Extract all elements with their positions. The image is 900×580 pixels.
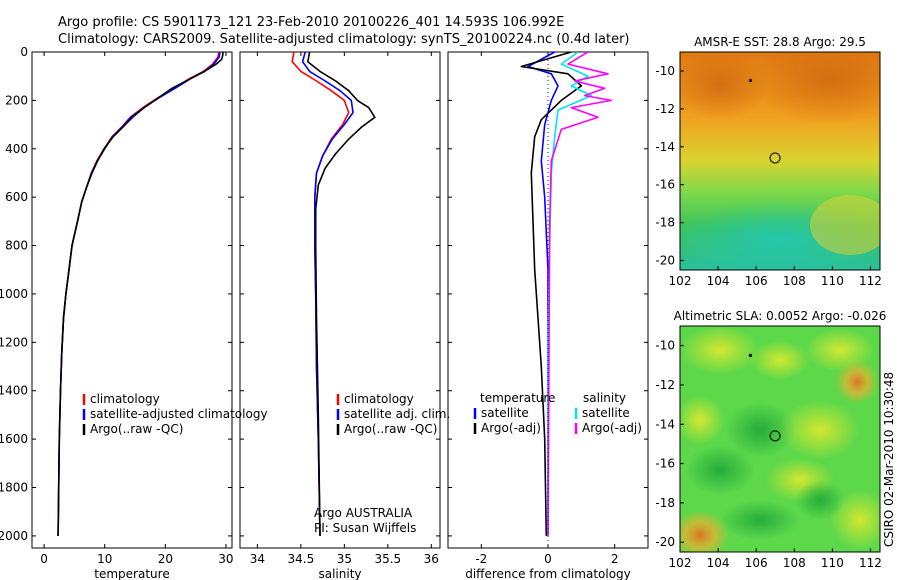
sla-map-image [680, 326, 880, 552]
sst-map-ytick-label: -12 [655, 102, 675, 116]
temperature-legend-label: satellite-adjusted climatology [90, 407, 268, 421]
sst-map-ytick-label: -10 [655, 64, 675, 78]
salinity-series-line [301, 52, 354, 536]
sst-map-title: AMSR-E SST: 28.8 Argo: 29.5 [694, 35, 866, 49]
temperature-xlabel: temperature [94, 567, 169, 580]
temperature-frame [31, 51, 233, 549]
difference-legend-heading-salinity: salinity [583, 391, 626, 405]
temperature-ytick-label: 400 [5, 142, 28, 156]
difference-temp-legend-label: Argo(-adj) [481, 421, 541, 435]
temperature-ytick-label: 1200 [0, 335, 28, 349]
temperature-series-line [57, 52, 224, 536]
difference-xlabel: difference from climatology [465, 567, 631, 580]
salinity-legend-label: climatology [344, 392, 414, 406]
header-line-1: Argo profile: CS 5901173_121 23-Feb-2010… [58, 15, 564, 30]
temperature-ytick-label: 2000 [0, 529, 28, 543]
header-line-2: Climatology: CARS2009. Satellite-adjuste… [58, 32, 630, 47]
difference-legend-heading-temperature: temperature [480, 391, 555, 405]
difference-sal-legend-label: satellite [582, 406, 630, 420]
salinity-frame [239, 51, 441, 549]
salinity-series-line [291, 52, 350, 536]
sst-map-frame [679, 51, 881, 271]
sla-map-ytick-label: -14 [655, 417, 675, 431]
difference-xtick-label: -2 [475, 552, 487, 566]
sla-map-title: Altimetric SLA: 0.0052 Argo: -0.026 [674, 309, 887, 323]
sla-map-frame [679, 325, 881, 553]
salinity-series-group [291, 52, 376, 536]
sla-map-track-point [748, 353, 753, 358]
sla-map-ytick-label: -10 [655, 339, 675, 353]
temperature-ytick-label: 0 [20, 45, 28, 59]
sla-map-ytick-label: -16 [655, 457, 675, 471]
difference-series-line [527, 52, 559, 536]
salinity-xtick-label: 35 [337, 552, 352, 566]
temperature-panel: 0 10 20 30 0 200 400 600 800 1000 1200 1400 1600 1800… [0, 45, 268, 580]
sst-map-ytick-label: -14 [655, 140, 675, 154]
sla-map-xtick-label: 102 [669, 556, 692, 570]
sst-map-argo-marker [769, 152, 781, 164]
temperature-ytick-label: 200 [5, 93, 28, 107]
sst-map-xtick-label: 112 [859, 274, 882, 288]
temperature-ytick-label: 1400 [0, 384, 28, 398]
temperature-xtick-label: 30 [218, 552, 233, 566]
temperature-xtick-label: 10 [97, 552, 112, 566]
salinity-xtick-label: 34 [250, 552, 265, 566]
sla-map-argo-marker [769, 430, 781, 442]
sla-map-panel: Altimetric SLA: 0.0052 Argo: -0.026 102 10… [655, 309, 886, 570]
sst-map-track-point [748, 78, 753, 83]
salinity-legend-label: Argo(..raw -QC) [344, 422, 437, 436]
temperature-xtick-label: 20 [158, 552, 173, 566]
temperature-ytick-label: 600 [5, 190, 28, 204]
salinity-xtick-label: 36 [424, 552, 439, 566]
sla-map-xtick-label: 110 [821, 556, 844, 570]
salinity-xtick-label: 34.5 [288, 552, 315, 566]
sst-map-xtick-label: 104 [707, 274, 730, 288]
temperature-ytick-label: 1000 [0, 287, 28, 301]
sla-map-ytick-label: -12 [655, 378, 675, 392]
salinity-annotation: PI: Susan Wijffels [314, 521, 416, 535]
temperature-legend-label: climatology [90, 392, 160, 406]
sst-map-xtick-label: 106 [745, 274, 768, 288]
sst-map-xtick-label: 102 [669, 274, 692, 288]
temperature-series-line [57, 52, 221, 536]
salinity-panel: 34 34.5 35 35.5 36 salinity climatologysatelli… [239, 51, 450, 580]
temperature-xtick-label: 0 [40, 552, 48, 566]
salinity-annotation: Argo AUSTRALIA [314, 506, 413, 520]
salinity-xlabel: salinity [318, 567, 361, 580]
temperature-ytick-label: 800 [5, 239, 28, 253]
credit-text: CSIRO 02-Mar-2010 10:30:48 [882, 372, 896, 547]
difference-series-line [547, 52, 613, 536]
sla-map-xtick-label: 108 [783, 556, 806, 570]
sla-map-ytick-label: -18 [655, 496, 675, 510]
sst-map-xtick-label: 108 [783, 274, 806, 288]
sst-map-panel: AMSR-E SST: 28.8 Argo: 29.5 102 104 106 108 1… [655, 35, 882, 288]
sst-map-image [680, 52, 880, 270]
temperature-series-group [57, 52, 224, 536]
difference-xtick-label: 2 [611, 552, 619, 566]
salinity-xtick-label: 35.5 [374, 552, 401, 566]
sst-map-xtick-label: 110 [821, 274, 844, 288]
sst-map-ytick-label: -20 [655, 254, 675, 268]
sla-map-xtick-label: 106 [745, 556, 768, 570]
salinity-series-line [306, 52, 376, 536]
difference-temp-legend-label: satellite [481, 406, 529, 420]
difference-series-group [520, 52, 613, 536]
temperature-ytick-label: 1800 [0, 481, 28, 495]
difference-xtick-label: 0 [544, 552, 552, 566]
sst-map-ytick-label: -18 [655, 216, 675, 230]
sla-map-xtick-label: 112 [859, 556, 882, 570]
sla-map-xtick-label: 104 [707, 556, 730, 570]
temperature-legend-label: Argo(..raw -QC) [90, 422, 183, 436]
temperature-ytick-label: 1600 [0, 432, 28, 446]
difference-sal-legend-label: Argo(-adj) [582, 421, 642, 435]
salinity-legend-label: satellite adj. clim. [344, 407, 450, 421]
temperature-series-line [57, 52, 220, 536]
sst-map-ytick-label: -16 [655, 178, 675, 192]
sla-map-ytick-label: -20 [655, 535, 675, 549]
difference-series-line [547, 52, 593, 536]
difference-series-line [520, 52, 583, 536]
